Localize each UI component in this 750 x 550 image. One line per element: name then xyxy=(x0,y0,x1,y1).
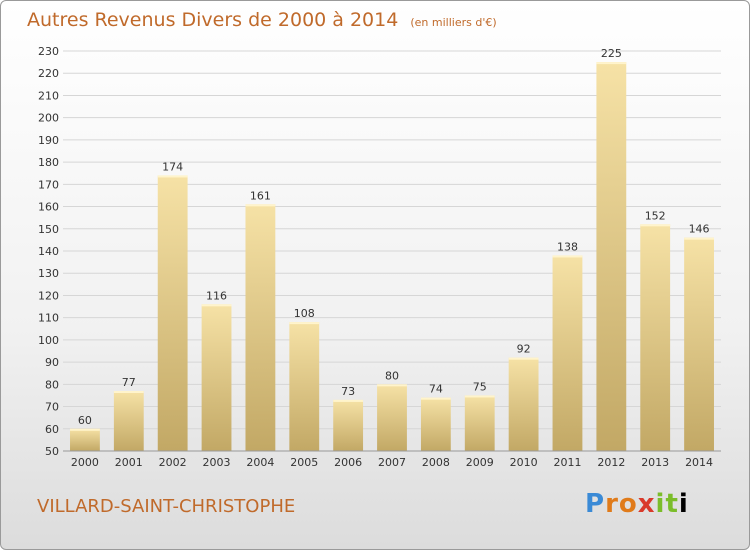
bar-highlight xyxy=(201,304,232,307)
y-tick-label: 100 xyxy=(38,334,59,347)
data-label: 75 xyxy=(473,380,487,393)
y-tick-label: 170 xyxy=(38,178,59,191)
x-tick-label: 2013 xyxy=(641,456,669,469)
commune-name: VILLARD-SAINT-CHRISTOPHE xyxy=(37,496,296,517)
data-label: 73 xyxy=(341,385,355,398)
bar-highlight xyxy=(640,224,671,227)
y-tick-label: 50 xyxy=(45,445,59,458)
bar xyxy=(70,428,100,451)
data-label: 152 xyxy=(645,209,666,222)
logo-letter: o xyxy=(618,489,638,519)
bar-highlight xyxy=(508,357,539,360)
x-tick-label: 2014 xyxy=(685,456,713,469)
data-label: 92 xyxy=(517,343,531,356)
x-tick-label: 2007 xyxy=(378,456,406,469)
y-tick-label: 140 xyxy=(38,245,59,258)
bar xyxy=(464,395,495,451)
data-label: 80 xyxy=(385,369,399,382)
x-tick-label: 2000 xyxy=(71,456,99,469)
data-label: 225 xyxy=(601,47,622,60)
bar-highlight xyxy=(333,399,364,402)
bar xyxy=(245,204,276,451)
chart-subtitle: (en milliers d'€) xyxy=(410,16,497,29)
bar xyxy=(640,224,671,451)
data-label: 60 xyxy=(78,414,92,427)
x-tick-label: 2009 xyxy=(466,456,494,469)
data-label: 146 xyxy=(689,223,710,236)
bar-highlight xyxy=(113,391,144,393)
data-label: 174 xyxy=(162,160,183,173)
x-tick-label: 2003 xyxy=(203,456,231,469)
x-tick-label: 2002 xyxy=(159,456,187,469)
bar xyxy=(289,322,320,451)
data-label: 161 xyxy=(250,189,271,202)
x-tick-label: 2006 xyxy=(334,456,362,469)
logo-letter: r xyxy=(605,489,619,519)
bar-highlight xyxy=(377,384,407,387)
x-tick-label: 2012 xyxy=(597,456,625,469)
bar xyxy=(113,391,144,451)
y-tick-label: 80 xyxy=(45,378,59,391)
bar xyxy=(333,399,364,451)
y-tick-label: 130 xyxy=(38,267,59,280)
bar-highlight xyxy=(596,62,627,65)
bar-highlight xyxy=(684,237,714,240)
bar xyxy=(684,237,714,451)
bar-highlight xyxy=(157,175,188,178)
bar xyxy=(377,384,407,451)
y-tick-label: 70 xyxy=(45,401,59,414)
data-label: 77 xyxy=(122,376,136,389)
y-tick-label: 150 xyxy=(38,223,59,236)
logo-letter: i xyxy=(655,489,666,519)
logo-letter: x xyxy=(637,489,656,519)
y-tick-label: 210 xyxy=(38,89,59,102)
bar-highlight xyxy=(420,397,451,400)
logo-letter: i xyxy=(678,489,689,519)
y-tick-label: 120 xyxy=(38,289,59,302)
y-tick-label: 110 xyxy=(38,312,59,325)
data-label: 116 xyxy=(206,289,227,302)
bar xyxy=(201,304,232,451)
proxiti-logo: Proxiti xyxy=(585,489,689,519)
logo-letter: P xyxy=(585,489,606,519)
x-tick-label: 2011 xyxy=(553,456,581,469)
bar-highlight xyxy=(552,255,583,258)
y-tick-label: 220 xyxy=(38,67,59,80)
data-label: 138 xyxy=(557,240,578,253)
y-tick-label: 60 xyxy=(45,423,59,436)
bar xyxy=(596,62,627,451)
x-tick-label: 2005 xyxy=(290,456,318,469)
y-tick-label: 200 xyxy=(38,112,59,125)
bar-highlight xyxy=(289,322,320,325)
y-tick-label: 90 xyxy=(45,356,59,369)
x-tick-label: 2008 xyxy=(422,456,450,469)
bar-highlight xyxy=(245,204,276,207)
y-tick-label: 160 xyxy=(38,201,59,214)
bar-highlight xyxy=(464,395,495,398)
data-label: 108 xyxy=(294,307,315,320)
x-tick-label: 2004 xyxy=(246,456,274,469)
axis-layer: 50 60 70 80 90 100 110 120 130 140 150 160 170 180 190… xyxy=(38,45,721,469)
y-tick-label: 190 xyxy=(38,134,59,147)
bar xyxy=(552,255,583,451)
y-tick-label: 230 xyxy=(38,45,59,58)
data-label: 74 xyxy=(429,383,443,396)
x-tick-label: 2010 xyxy=(510,456,538,469)
bar xyxy=(157,175,188,451)
x-tick-label: 2001 xyxy=(115,456,143,469)
logo-letter: t xyxy=(665,489,679,519)
bars-layer: 60 77 174 116 161 108 73 80 74 75 92 138 225 152 146 xyxy=(70,47,714,451)
chart-title: Autres Revenus Divers de 2000 à 2014 xyxy=(27,9,399,31)
bar xyxy=(508,357,539,451)
bar-highlight xyxy=(70,428,100,431)
bar xyxy=(420,397,451,451)
chart-title-block: Autres Revenus Divers de 2000 à 2014 (en… xyxy=(27,9,497,31)
y-tick-label: 180 xyxy=(38,156,59,169)
